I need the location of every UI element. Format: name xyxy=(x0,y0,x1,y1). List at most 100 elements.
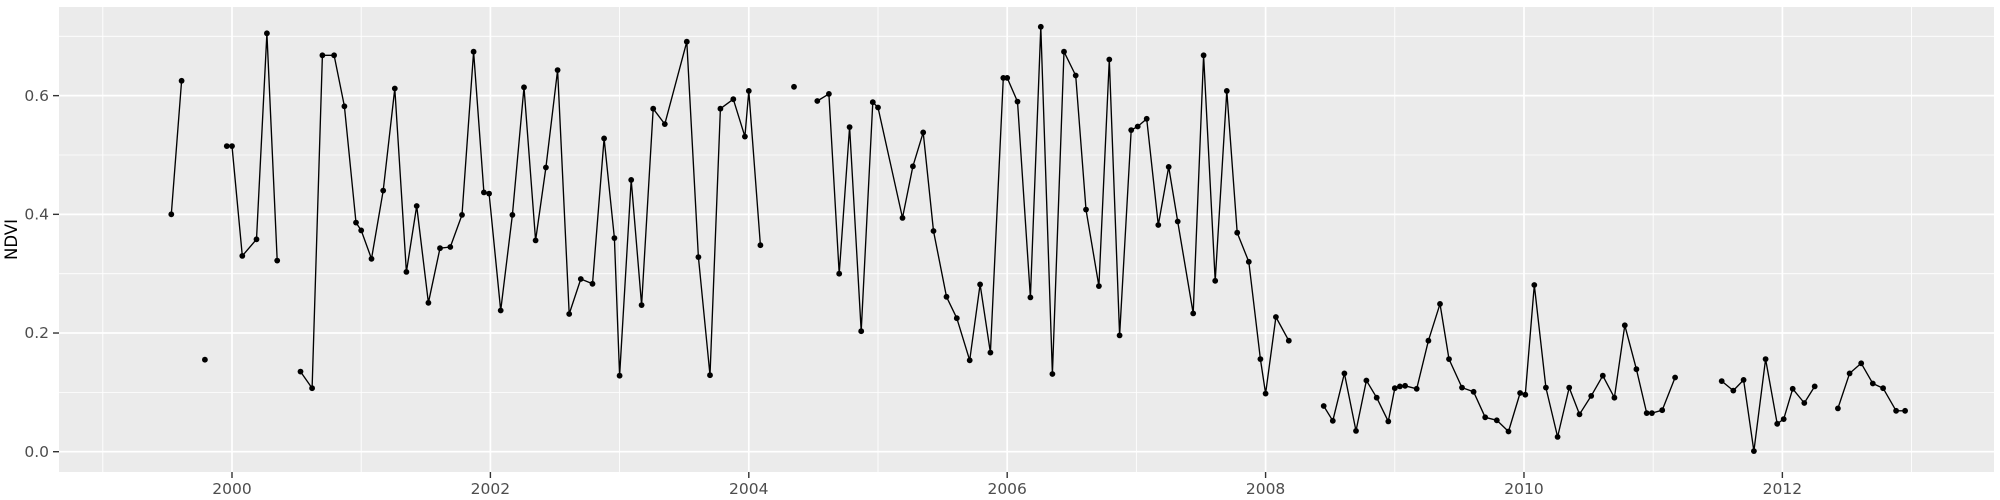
data-point xyxy=(437,245,443,252)
data-point xyxy=(742,133,748,140)
data-point xyxy=(532,237,539,244)
y-axis-title: NDVI xyxy=(2,219,21,260)
data-point xyxy=(661,121,668,127)
data-point xyxy=(486,190,492,197)
data-point xyxy=(1543,384,1549,391)
data-point xyxy=(1014,98,1021,105)
axis-tick-labels: 2000 2002 2004 2006 2008 2010 2012 0.0 0.2 0.4 0.6 xyxy=(24,87,1802,498)
data-point xyxy=(650,105,657,112)
data-point xyxy=(977,281,983,288)
data-point xyxy=(413,203,420,209)
data-point xyxy=(1320,403,1327,409)
data-point xyxy=(391,85,398,92)
data-point xyxy=(1751,448,1757,454)
data-series-layer xyxy=(168,23,1908,454)
data-point xyxy=(1262,390,1269,397)
data-point xyxy=(1373,394,1380,401)
data-point xyxy=(1811,383,1818,390)
data-point xyxy=(717,105,724,112)
data-point xyxy=(910,163,916,170)
data-point xyxy=(826,91,832,97)
data-point xyxy=(953,315,960,322)
data-point xyxy=(1402,382,1408,389)
data-point xyxy=(380,187,387,194)
data-point xyxy=(1718,378,1725,384)
data-point xyxy=(1846,370,1853,377)
data-point xyxy=(1774,420,1781,427)
data-point xyxy=(368,255,375,262)
data-point xyxy=(1329,417,1336,424)
data-point xyxy=(1517,390,1523,396)
data-point xyxy=(846,124,853,130)
data-point xyxy=(1155,222,1162,228)
gridlines-major xyxy=(59,7,1994,472)
series-line xyxy=(1721,358,1816,452)
x-axis-tick-label: 2000 xyxy=(212,480,251,498)
data-point xyxy=(264,30,270,37)
data-point xyxy=(858,328,865,335)
data-point xyxy=(1649,410,1655,416)
data-point xyxy=(353,219,359,226)
x-axis-tick-label: 2012 xyxy=(1763,480,1802,498)
data-point xyxy=(1740,377,1747,383)
data-point xyxy=(1072,72,1079,79)
data-point xyxy=(403,269,410,275)
data-point xyxy=(836,270,843,277)
data-point xyxy=(1143,115,1150,122)
x-axis-tick-label: 2010 xyxy=(1504,480,1543,498)
data-point xyxy=(1257,356,1264,362)
data-point xyxy=(1633,366,1640,373)
data-point xyxy=(1858,360,1865,367)
data-point xyxy=(695,254,702,260)
data-point xyxy=(1621,322,1628,329)
data-point xyxy=(930,228,937,234)
gridlines-minor xyxy=(59,7,1994,472)
data-point xyxy=(628,177,635,183)
data-point xyxy=(1470,388,1477,395)
data-point xyxy=(875,104,881,111)
data-point xyxy=(1285,337,1292,344)
data-point xyxy=(202,356,208,363)
data-point xyxy=(1096,283,1102,289)
data-point xyxy=(1643,410,1650,416)
data-point xyxy=(987,349,994,356)
data-point xyxy=(1789,385,1796,392)
y-axis-tick-label: 0.6 xyxy=(24,87,49,105)
data-point xyxy=(707,372,713,379)
series-line xyxy=(816,26,1290,395)
data-point xyxy=(459,212,465,218)
data-point xyxy=(1245,258,1252,265)
data-point xyxy=(1893,407,1899,414)
data-point xyxy=(1493,417,1500,424)
data-point xyxy=(1116,332,1123,339)
data-point xyxy=(223,143,230,150)
data-point xyxy=(341,103,348,110)
data-point xyxy=(966,357,973,364)
data-point xyxy=(447,244,454,250)
x-axis-tick-label: 2006 xyxy=(987,480,1026,498)
data-point xyxy=(943,293,950,300)
y-axis-tick-label: 0.0 xyxy=(24,443,49,461)
data-point xyxy=(1730,387,1737,394)
x-axis-tick-label: 2004 xyxy=(729,480,768,498)
data-point xyxy=(1588,393,1595,399)
data-point xyxy=(1672,374,1678,381)
data-point xyxy=(521,84,527,91)
data-point xyxy=(1200,52,1207,59)
data-point xyxy=(1835,405,1841,412)
data-point xyxy=(1190,310,1197,317)
data-point xyxy=(1165,164,1172,170)
data-point xyxy=(1273,314,1279,320)
data-point xyxy=(791,83,797,90)
data-point xyxy=(1004,75,1011,81)
data-point xyxy=(1425,337,1432,344)
data-point xyxy=(899,215,906,221)
x-axis-tick-label: 2008 xyxy=(1246,480,1285,498)
data-point xyxy=(1566,384,1573,391)
y-axis-tick-label: 0.4 xyxy=(24,206,49,224)
data-point xyxy=(239,253,246,259)
data-point xyxy=(229,143,235,150)
data-point xyxy=(566,311,573,317)
